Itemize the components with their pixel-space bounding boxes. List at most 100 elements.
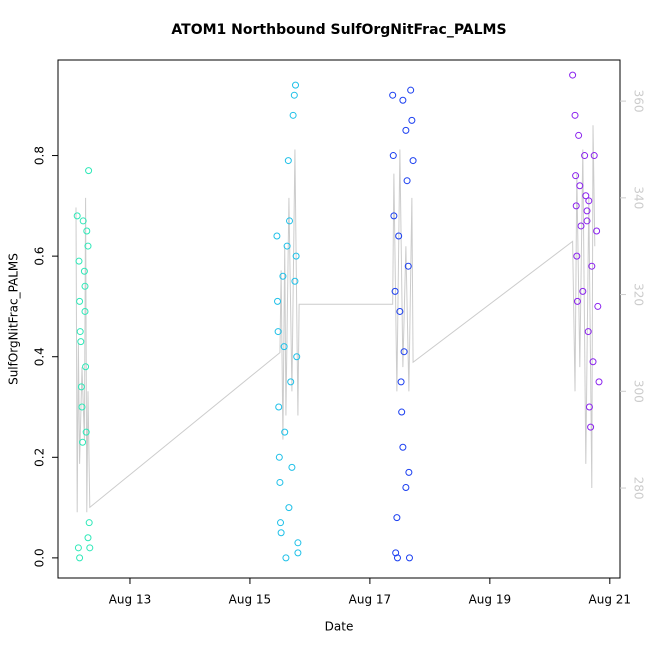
x-axis-label: Date <box>325 620 354 634</box>
point <box>85 519 93 527</box>
y2-tick-label: 360 <box>632 90 646 113</box>
y2-tick-label: 320 <box>632 283 646 306</box>
point <box>273 232 281 240</box>
point <box>84 242 92 250</box>
point <box>82 363 90 371</box>
point <box>76 328 84 336</box>
point <box>79 438 87 446</box>
point <box>569 71 577 79</box>
y-tick-label: 0.8 <box>33 146 47 165</box>
point <box>275 403 283 411</box>
point <box>572 202 580 210</box>
point <box>405 554 413 562</box>
point <box>583 217 591 225</box>
point <box>409 157 417 165</box>
point <box>283 242 291 250</box>
point <box>391 287 399 295</box>
point <box>399 96 407 104</box>
point <box>294 539 302 547</box>
point <box>81 307 89 315</box>
point <box>584 328 592 336</box>
point <box>575 131 583 139</box>
point <box>400 348 408 356</box>
point <box>573 252 581 260</box>
point <box>389 91 397 99</box>
point <box>76 297 84 305</box>
point <box>389 152 397 160</box>
point <box>292 81 300 89</box>
point <box>573 297 581 305</box>
y2-line <box>75 125 596 513</box>
point <box>583 207 591 215</box>
point <box>86 544 94 552</box>
point <box>277 519 285 527</box>
point <box>588 262 596 270</box>
point <box>285 504 293 512</box>
x-tick-label: Aug 17 <box>349 593 392 607</box>
point <box>576 182 584 190</box>
point <box>577 222 585 230</box>
point <box>73 212 81 220</box>
point <box>84 534 92 542</box>
point <box>593 227 601 235</box>
point <box>74 544 82 552</box>
point <box>399 443 407 451</box>
point <box>292 252 300 260</box>
point <box>582 192 590 200</box>
point <box>403 177 411 185</box>
x-tick-label: Aug 13 <box>109 593 152 607</box>
chart-title: ATOM1 Northbound SulfOrgNitFrac_PALMS <box>171 22 506 38</box>
point <box>287 378 295 386</box>
point <box>77 383 85 391</box>
point <box>590 152 598 160</box>
point <box>77 338 85 346</box>
point <box>275 453 283 461</box>
point <box>286 217 294 225</box>
point <box>585 197 593 205</box>
point <box>282 554 290 562</box>
point <box>81 282 89 290</box>
point <box>402 126 410 134</box>
point <box>571 111 579 119</box>
y-tick-label: 0.2 <box>33 448 47 467</box>
point <box>402 483 410 491</box>
point <box>581 152 589 160</box>
x-tick-label: Aug 19 <box>469 593 512 607</box>
point <box>395 232 403 240</box>
point <box>85 167 93 175</box>
point <box>396 307 404 315</box>
point <box>284 157 292 165</box>
point <box>277 529 285 537</box>
point <box>572 172 580 180</box>
point <box>585 403 593 411</box>
y-tick-label: 0.4 <box>33 347 47 366</box>
point <box>288 463 296 471</box>
point <box>393 554 401 562</box>
point <box>407 86 415 94</box>
y-tick-label: 0.6 <box>33 247 47 266</box>
point <box>404 262 412 270</box>
point <box>594 302 602 310</box>
point <box>78 403 86 411</box>
point <box>408 116 416 124</box>
point <box>397 378 405 386</box>
point <box>83 227 91 235</box>
point <box>390 212 398 220</box>
point <box>290 91 298 99</box>
point <box>294 549 302 557</box>
point <box>291 277 299 285</box>
y2-tick-label: 280 <box>632 477 646 500</box>
point <box>289 111 297 119</box>
point <box>587 423 595 431</box>
point <box>79 217 87 225</box>
point <box>75 257 83 265</box>
point <box>293 353 301 361</box>
point <box>405 468 413 476</box>
y-axis-label: SulfOrgNitFrac_PALMS <box>7 253 21 385</box>
point <box>393 514 401 522</box>
point <box>589 358 597 366</box>
point <box>274 297 282 305</box>
point <box>76 554 84 562</box>
point <box>281 428 289 436</box>
